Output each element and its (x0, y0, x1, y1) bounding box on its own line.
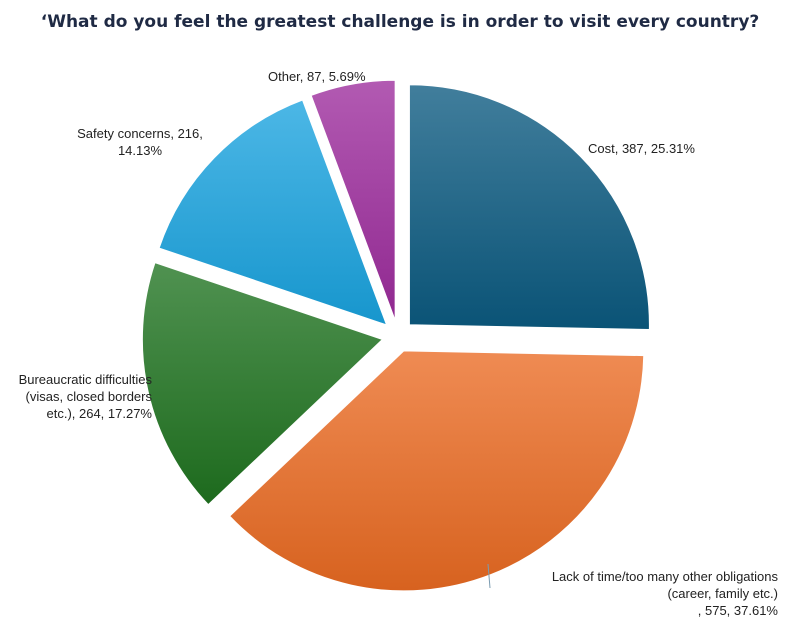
pie-slice-safety-concerns (158, 99, 388, 326)
slice-label-other: Other, 87, 5.69% (268, 69, 366, 84)
slice-label-safety: Safety concerns, 216, 14.13% (77, 126, 203, 158)
pie-slice-other (310, 79, 396, 321)
chart-title: ‘What do you feel the greatest challenge… (40, 12, 760, 32)
leader-line (487, 563, 491, 589)
pie-slice-bureaucratic-difficulties-visas-closed-borders-etc (141, 262, 384, 506)
pie-slice-cost (408, 84, 650, 330)
slice-label-bureaucratic: Bureaucratic difficulties (visas, closed… (18, 372, 152, 421)
slice-label-lack-of-time: Lack of time/too many other obligations … (551, 569, 778, 618)
slice-label-cost: Cost, 387, 25.31% (588, 141, 695, 156)
pie-slice-lack-of-time-too-many-other-obligations-career-family-etc (228, 350, 645, 592)
